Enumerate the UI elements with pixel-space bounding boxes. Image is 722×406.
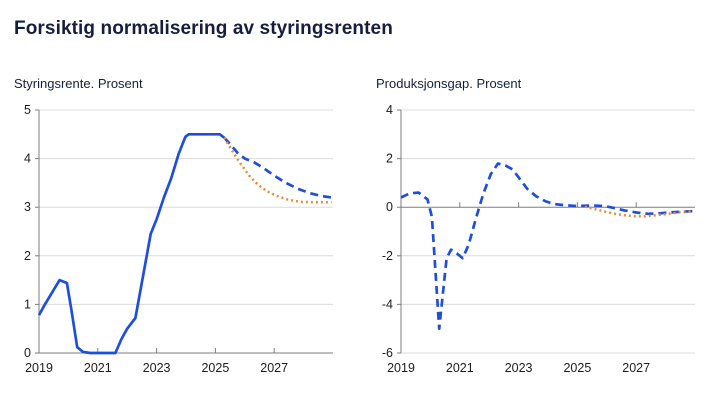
svg-text:2: 2 — [386, 152, 393, 166]
page-title: Forsiktig normalisering av styringsrente… — [14, 18, 393, 39]
svg-text:2027: 2027 — [260, 361, 288, 375]
svg-text:1: 1 — [24, 297, 31, 311]
svg-text:2019: 2019 — [25, 361, 53, 375]
svg-text:2025: 2025 — [201, 361, 229, 375]
svg-text:0: 0 — [386, 200, 393, 214]
svg-text:5: 5 — [24, 103, 31, 117]
svg-text:2025: 2025 — [563, 361, 591, 375]
svg-text:2: 2 — [24, 249, 31, 263]
right-chart-subtitle: Produksjonsgap. Prosent — [376, 76, 522, 91]
svg-text:2023: 2023 — [143, 361, 171, 375]
svg-text:2021: 2021 — [84, 361, 112, 375]
produksjonsgap-chart: -6 -4 -2 0 2 4 2019 2021 2023 2025 2027 — [382, 103, 695, 375]
svg-text:-4: -4 — [382, 297, 393, 311]
svg-text:2027: 2027 — [622, 361, 650, 375]
svg-text:2023: 2023 — [505, 361, 533, 375]
left-chart-subtitle: Styringsrente. Prosent — [14, 76, 143, 91]
svg-text:2021: 2021 — [446, 361, 474, 375]
styringsrente-chart: 0 1 2 3 4 5 2019 2021 2023 2025 2027 — [24, 103, 333, 375]
svg-text:-6: -6 — [382, 346, 393, 360]
svg-text:3: 3 — [24, 200, 31, 214]
svg-text:4: 4 — [386, 103, 393, 117]
svg-text:0: 0 — [24, 346, 31, 360]
svg-text:-2: -2 — [382, 249, 393, 263]
svg-text:4: 4 — [24, 152, 31, 166]
svg-text:2019: 2019 — [387, 361, 415, 375]
